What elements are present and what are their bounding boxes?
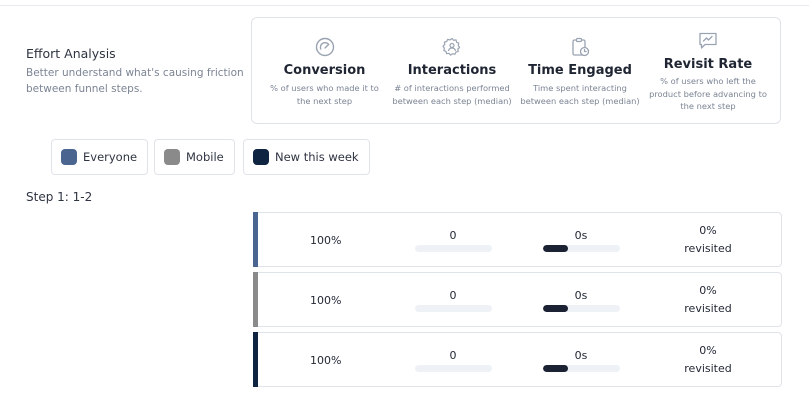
revisit-rate-value: 0% bbox=[699, 344, 717, 357]
interactions-bar bbox=[415, 245, 492, 252]
top-divider bbox=[0, 0, 809, 6]
time-engaged-bar bbox=[543, 305, 620, 312]
conversion-value: 100% bbox=[310, 354, 342, 367]
time-engaged-bar bbox=[543, 245, 620, 252]
metric-interactions-desc-line-2: between each step (median) bbox=[392, 95, 512, 106]
metric-interactions: Interactions # of interactions performed… bbox=[388, 18, 516, 125]
segment-row-mobile[interactable]: 100% 0 0s 0% revisited bbox=[253, 272, 782, 327]
metric-time-engaged-name: Time Engaged bbox=[528, 63, 632, 78]
metric-conversion-desc-line-2: the next step bbox=[296, 95, 353, 106]
time-engaged-bar-fill bbox=[543, 365, 569, 372]
revisit-rate-value: 0% bbox=[699, 284, 717, 297]
segment-color-bar bbox=[253, 272, 258, 327]
segment-label-everyone: Everyone bbox=[83, 150, 138, 164]
segment-swatch-everyone bbox=[61, 149, 77, 165]
effort-description-line-2: between funnel steps. bbox=[26, 83, 143, 95]
metric-interactions-desc-line-1: # of interactions performed bbox=[394, 83, 510, 93]
chat-chart-icon bbox=[699, 32, 717, 49]
segment-row-everyone[interactable]: 100% 0 0s 0% revisited bbox=[253, 212, 782, 267]
revisit-rate-cell: 0% revisited bbox=[678, 282, 738, 318]
conversion-value: 100% bbox=[310, 294, 342, 307]
interactions-value: 0 bbox=[449, 349, 457, 362]
metric-revisit-rate-desc-line-1: % of users who left the bbox=[660, 76, 756, 86]
metric-conversion-name: Conversion bbox=[283, 63, 366, 78]
segment-toggle-new-this-week[interactable]: New this week bbox=[243, 139, 370, 175]
segment-row-new-this-week[interactable]: 100% 0 0s 0% revisited bbox=[253, 332, 782, 387]
interactions-value: 0 bbox=[449, 229, 457, 242]
metric-revisit-rate-desc: % of users who left the product before a… bbox=[644, 75, 772, 113]
metric-revisit-rate-desc-line-2: product before advancing to bbox=[649, 88, 767, 99]
metric-time-engaged-desc-line-2: between each step (median) bbox=[520, 95, 640, 106]
revisit-rate-cell: 0% revisited bbox=[678, 222, 738, 258]
interactions-value: 0 bbox=[449, 289, 457, 302]
effort-description-line-1: Better understand what's causing frictio… bbox=[26, 67, 244, 79]
interactions-bar bbox=[415, 365, 492, 372]
segment-swatch-new-this-week bbox=[253, 149, 269, 165]
interactions-bar bbox=[415, 305, 492, 312]
segment-label-mobile: Mobile bbox=[186, 150, 224, 164]
time-engaged-bar bbox=[543, 365, 620, 372]
clipboard-clock-icon bbox=[572, 37, 590, 57]
segment-toggle-mobile[interactable]: Mobile bbox=[154, 139, 235, 175]
time-engaged-value: 0s bbox=[574, 349, 588, 362]
gauge-icon bbox=[315, 37, 334, 57]
revisit-rate-label: revisited bbox=[684, 242, 732, 255]
segment-label-new-this-week: New this week bbox=[275, 150, 359, 164]
effort-analysis-section: Effort Analysis Better understand what's… bbox=[26, 46, 246, 97]
time-engaged-value: 0s bbox=[574, 229, 588, 242]
metric-conversion-desc-line-1: % of users who made it to bbox=[270, 83, 379, 93]
metric-conversion: Conversion % of users who made it to the… bbox=[264, 18, 385, 125]
metric-time-engaged-desc-line-1: Time spent interacting bbox=[533, 83, 627, 93]
revisit-rate-label: revisited bbox=[684, 362, 732, 375]
metric-interactions-desc: # of interactions performed between each… bbox=[388, 82, 516, 107]
step-label: Step 1: 1-2 bbox=[26, 190, 93, 204]
segment-toggle-everyone[interactable]: Everyone bbox=[51, 139, 149, 175]
time-engaged-value: 0s bbox=[574, 289, 588, 302]
metric-conversion-desc: % of users who made it to the next step bbox=[264, 82, 385, 107]
metric-time-engaged-desc: Time spent interacting between each step… bbox=[518, 82, 642, 107]
gear-user-icon bbox=[442, 37, 461, 56]
metrics-legend-card: Conversion % of users who made it to the… bbox=[251, 17, 781, 124]
revisit-rate-label: revisited bbox=[684, 302, 732, 315]
segment-color-bar bbox=[253, 212, 258, 267]
effort-analysis-description: Better understand what's causing frictio… bbox=[26, 65, 246, 97]
conversion-value: 100% bbox=[310, 234, 342, 247]
effort-analysis-title: Effort Analysis bbox=[26, 46, 116, 61]
time-engaged-bar-fill bbox=[543, 305, 569, 312]
revisit-rate-value: 0% bbox=[699, 224, 717, 237]
metric-revisit-rate: Revisit Rate % of users who left the pro… bbox=[644, 18, 772, 125]
segment-swatch-mobile bbox=[164, 149, 180, 165]
segment-color-bar bbox=[253, 332, 258, 387]
metric-interactions-name: Interactions bbox=[407, 63, 497, 78]
metric-time-engaged: Time Engaged Time spent interacting betw… bbox=[518, 18, 642, 125]
metric-revisit-rate-name: Revisit Rate bbox=[663, 57, 753, 72]
revisit-rate-cell: 0% revisited bbox=[678, 342, 738, 378]
time-engaged-bar-fill bbox=[543, 245, 569, 252]
metric-revisit-rate-desc-line-3: the next step bbox=[680, 101, 736, 111]
